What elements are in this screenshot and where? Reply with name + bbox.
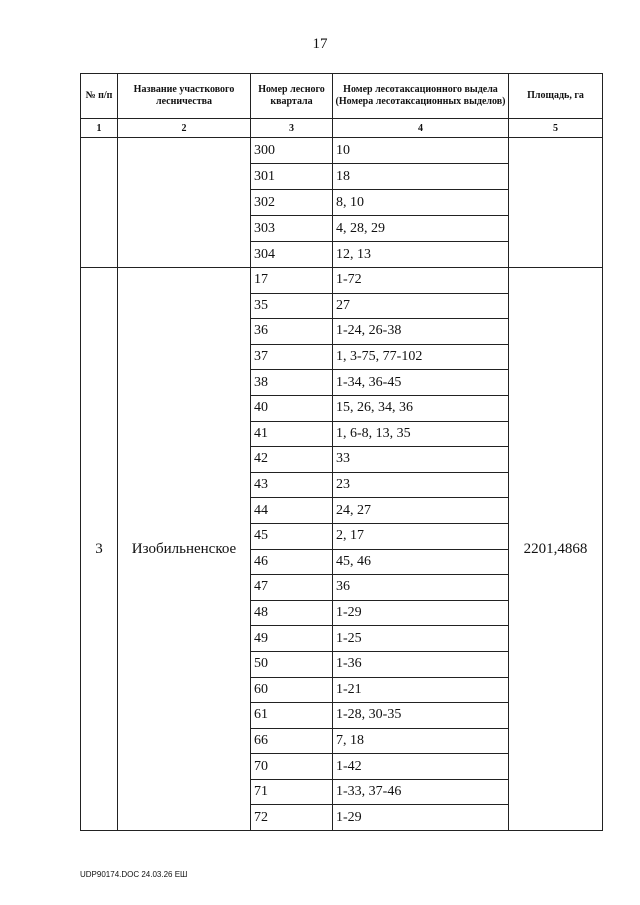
table-row: 300 10 bbox=[80, 137, 603, 268]
table-row: 37 1, 3-75, 77-102 bbox=[81, 343, 603, 371]
allotment-cell: 1-33, 37-46 bbox=[332, 778, 509, 806]
forestry-name-cell bbox=[117, 137, 251, 268]
quarter-cell: 301 bbox=[250, 163, 333, 190]
quarter-cell: 302 bbox=[250, 189, 333, 216]
quarter-cell: 17 bbox=[250, 267, 333, 294]
allotment-cell: 10 bbox=[332, 137, 509, 164]
quarter-cell: 44 bbox=[250, 497, 333, 524]
allotment-cell: 1, 3-75, 77-102 bbox=[332, 343, 509, 371]
quarter-cell: 304 bbox=[250, 241, 333, 268]
quarter-cell: 38 bbox=[250, 369, 333, 396]
quarter-cell: 71 bbox=[250, 778, 333, 806]
table-row: 44 24, 27 bbox=[81, 497, 603, 524]
allotment-cell: 1-29 bbox=[332, 599, 509, 627]
allotment-cell: 1-72 bbox=[332, 267, 509, 294]
allotment-cell: 36 bbox=[332, 574, 509, 601]
table-row: 303 4, 28, 29 bbox=[81, 215, 603, 242]
quarter-cell: 303 bbox=[250, 215, 333, 242]
quarter-cell: 300 bbox=[250, 137, 333, 164]
allotment-cell: 45, 46 bbox=[332, 548, 509, 576]
forestry-name-cell: Изобильненское bbox=[117, 266, 251, 832]
allotment-cell: 23 bbox=[332, 471, 509, 499]
quarter-cell: 47 bbox=[250, 574, 333, 601]
allotment-cell: 1-36 bbox=[332, 650, 509, 678]
quarter-cell: 60 bbox=[250, 676, 333, 704]
header-area: Площадь, га bbox=[508, 73, 603, 119]
area-cell bbox=[508, 137, 603, 268]
allotment-cell: 8, 10 bbox=[332, 189, 509, 216]
quarter-cell: 37 bbox=[250, 343, 333, 371]
allotment-cell: 15, 26, 34, 36 bbox=[332, 394, 509, 422]
number-cell: 3 bbox=[80, 266, 118, 832]
allotment-cell: 2, 17 bbox=[332, 522, 509, 550]
quarter-cell: 42 bbox=[250, 446, 333, 473]
allotment-cell: 27 bbox=[332, 292, 509, 320]
table-row: 35 27 bbox=[81, 292, 603, 320]
table-row: 47 36 bbox=[81, 574, 603, 601]
table-row: 301 18 bbox=[81, 163, 603, 190]
quarter-cell: 50 bbox=[250, 650, 333, 678]
allotment-cell: 1-21 bbox=[332, 676, 509, 704]
allotment-cell: 1-29 bbox=[332, 804, 509, 832]
forest-quarters-table: № п/п Название участкового лесничества Н… bbox=[80, 73, 603, 832]
allotment-cell: 1-24, 26-38 bbox=[332, 318, 509, 345]
quarter-cell: 61 bbox=[250, 702, 333, 729]
header-number: № п/п bbox=[80, 73, 118, 119]
quarter-cell: 41 bbox=[250, 420, 333, 448]
table-row: 72 1-29 bbox=[81, 804, 603, 832]
header-allotment: Номер лесотаксационного выдела (Номера л… bbox=[332, 73, 509, 119]
table-row: 45 2, 17 bbox=[81, 522, 603, 550]
allotment-cell: 1-34, 36-45 bbox=[332, 369, 509, 396]
table-row: 3 Изобильненское 17 1-72 2201,4868 bbox=[80, 266, 603, 832]
allotment-cell: 24, 27 bbox=[332, 497, 509, 524]
quarter-cell: 48 bbox=[250, 599, 333, 627]
quarter-cell: 66 bbox=[250, 727, 333, 755]
table-row: 66 7, 18 bbox=[81, 727, 603, 755]
quarter-cell: 45 bbox=[250, 522, 333, 550]
header-quarter: Номер лесного квартала bbox=[250, 73, 333, 119]
column-number: 3 bbox=[250, 118, 333, 138]
footer-file-info: UDP90174.DOC 24.03.26 ЕШ bbox=[80, 870, 188, 879]
column-number: 4 bbox=[332, 118, 509, 138]
allotment-cell: 1-25 bbox=[332, 625, 509, 652]
table-row: 60 1-21 bbox=[81, 676, 603, 704]
column-number: 1 bbox=[80, 118, 118, 138]
quarter-cell: 36 bbox=[250, 318, 333, 345]
quarter-cell: 35 bbox=[250, 292, 333, 320]
area-cell: 2201,4868 bbox=[508, 266, 603, 832]
table-row: 304 12, 13 bbox=[81, 241, 603, 268]
table-row: 70 1-42 bbox=[81, 753, 603, 780]
quarter-cell: 70 bbox=[250, 753, 333, 780]
allotment-cell: 7, 18 bbox=[332, 727, 509, 755]
quarter-cell: 49 bbox=[250, 625, 333, 652]
column-number: 5 bbox=[508, 118, 603, 138]
column-number: 2 bbox=[117, 118, 251, 138]
number-cell bbox=[80, 137, 118, 268]
table-row: 46 45, 46 bbox=[81, 548, 603, 576]
allotment-cell: 33 bbox=[332, 446, 509, 473]
allotment-cell: 1, 6-8, 13, 35 bbox=[332, 420, 509, 448]
allotment-cell: 4, 28, 29 bbox=[332, 215, 509, 242]
header-forestry-name: Название участкового лесничества bbox=[117, 73, 251, 119]
table-row: 38 1-34, 36-45 bbox=[81, 369, 603, 396]
table-row: 43 23 bbox=[81, 471, 603, 499]
quarter-cell: 40 bbox=[250, 394, 333, 422]
quarter-cell: 43 bbox=[250, 471, 333, 499]
table-row: 41 1, 6-8, 13, 35 bbox=[81, 420, 603, 448]
allotment-cell: 1-42 bbox=[332, 753, 509, 780]
allotment-cell: 1-28, 30-35 bbox=[332, 702, 509, 729]
quarter-cell: 46 bbox=[250, 548, 333, 576]
page-number: 17 bbox=[312, 36, 328, 52]
table-row: 302 8, 10 bbox=[81, 189, 603, 216]
table-row: 36 1-24, 26-38 bbox=[81, 318, 603, 345]
allotment-cell: 12, 13 bbox=[332, 241, 509, 268]
allotment-cell: 18 bbox=[332, 163, 509, 190]
table-row: 71 1-33, 37-46 bbox=[81, 778, 603, 806]
quarter-cell: 72 bbox=[250, 804, 333, 832]
